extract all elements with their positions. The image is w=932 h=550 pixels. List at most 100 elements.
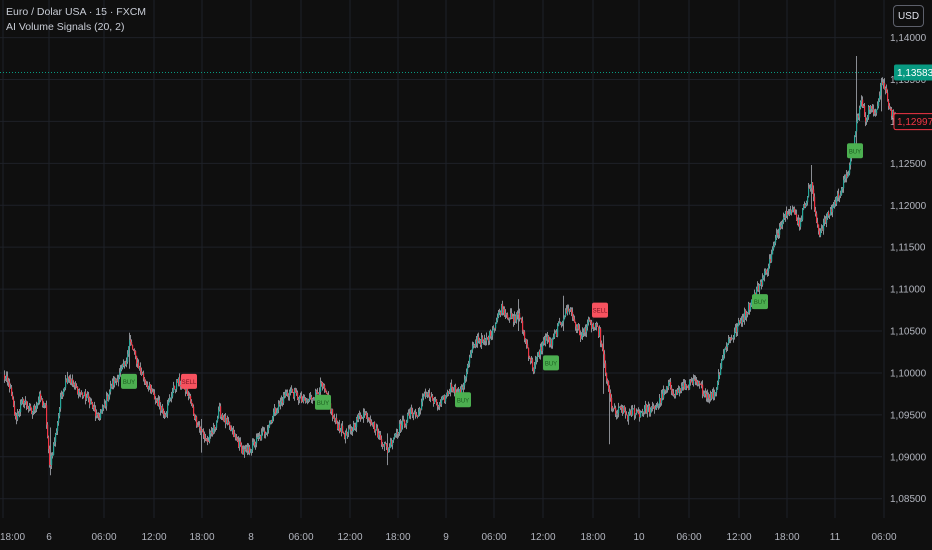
candle-body	[79, 390, 81, 393]
candle-body	[489, 331, 491, 341]
candle-body	[190, 396, 192, 402]
candle-body	[644, 408, 646, 413]
candle-body	[429, 392, 431, 397]
candle-body	[763, 276, 765, 278]
candle-body	[859, 107, 861, 118]
candle-body	[343, 432, 345, 434]
candle-body	[638, 411, 640, 414]
candle-body	[684, 383, 686, 390]
candle-body	[347, 432, 349, 436]
indicator-title[interactable]: AI Volume Signals (20, 2)	[6, 21, 125, 33]
candle-body	[252, 442, 254, 450]
candle-body	[724, 349, 726, 354]
candle-body	[875, 112, 877, 114]
candle-body	[618, 407, 620, 414]
candle-body	[19, 412, 21, 415]
candle-body	[874, 112, 876, 114]
candle-body	[440, 403, 442, 405]
candle-body	[891, 108, 893, 116]
symbol-title[interactable]: Euro / Dolar USA · 15 · FXCM	[6, 6, 147, 18]
candle-body	[234, 434, 236, 437]
candle-body	[136, 355, 138, 364]
candle-body	[214, 426, 216, 429]
candle-body	[579, 328, 581, 335]
candle-body	[505, 313, 507, 316]
candle-body	[834, 201, 836, 207]
candle-body	[497, 316, 499, 321]
candle-body	[220, 406, 222, 417]
candle-body	[628, 413, 630, 420]
candle-body	[550, 339, 552, 345]
candle-body	[402, 420, 404, 426]
candle-body	[623, 406, 625, 413]
candle-body	[359, 414, 361, 416]
signal-label-box	[315, 394, 331, 410]
signal-label-box	[455, 392, 471, 408]
candle-body	[73, 383, 75, 386]
x-tick-label: 11	[830, 532, 841, 543]
candle-body	[629, 410, 631, 414]
candle-body	[484, 339, 486, 341]
candle-body	[229, 422, 231, 426]
candle-body	[387, 446, 389, 453]
candle-body	[97, 413, 99, 415]
x-tick-label: 12:00	[337, 532, 362, 543]
candle-body	[685, 385, 687, 390]
candle-body	[590, 320, 592, 322]
candle-body	[366, 412, 368, 419]
candle-body	[352, 430, 354, 432]
candle-body	[560, 322, 562, 325]
candle-body	[636, 411, 638, 414]
candle-body	[799, 219, 801, 227]
candle-body	[838, 193, 840, 198]
candle-body	[172, 392, 174, 397]
candle-body	[344, 433, 346, 439]
candle-body	[49, 448, 51, 466]
candle-body	[444, 395, 446, 402]
candle-body	[561, 323, 563, 325]
candle-body	[449, 391, 451, 393]
candle-body	[772, 249, 774, 255]
candle-body	[703, 394, 705, 396]
candle-body	[191, 401, 193, 404]
candle-body	[285, 392, 287, 397]
candle-body	[316, 390, 318, 393]
candle-body	[379, 433, 381, 436]
candle-body	[812, 182, 814, 190]
candle-body	[125, 361, 127, 365]
candle-body	[845, 174, 847, 179]
candle-body	[354, 424, 356, 429]
candle-body	[235, 434, 237, 438]
candle-body	[377, 427, 379, 438]
candle-body	[436, 399, 438, 405]
candle-body	[822, 228, 824, 231]
candle-body	[710, 393, 712, 400]
signal-label-text: BUY	[317, 401, 329, 407]
candle-body	[492, 330, 494, 336]
candle-body	[48, 437, 50, 449]
candle-body	[376, 427, 378, 431]
candle-body	[147, 384, 149, 389]
candle-body	[99, 417, 101, 419]
candle-body	[126, 361, 128, 365]
candle-body	[641, 412, 643, 414]
candle-body	[201, 429, 203, 431]
candle-body	[785, 210, 787, 218]
candle-body	[314, 398, 316, 401]
candle-body	[345, 431, 347, 439]
candle-body	[128, 346, 130, 355]
candle-body	[762, 277, 764, 286]
candle-body	[188, 395, 190, 397]
candle-body	[303, 397, 305, 402]
candle-body	[20, 404, 22, 413]
candle-body	[648, 406, 650, 408]
candle-body	[218, 409, 220, 419]
candle-body	[107, 395, 109, 401]
candle-body	[115, 378, 117, 381]
candle-body	[294, 389, 296, 398]
time-axis[interactable]: 18:00 6 06:00 12:00 18:00 8 06:00 12:00 18:00 9 06…	[0, 532, 897, 543]
candle-body	[117, 379, 119, 382]
candle-body	[768, 266, 770, 272]
currency-button[interactable]: USD	[893, 5, 924, 27]
